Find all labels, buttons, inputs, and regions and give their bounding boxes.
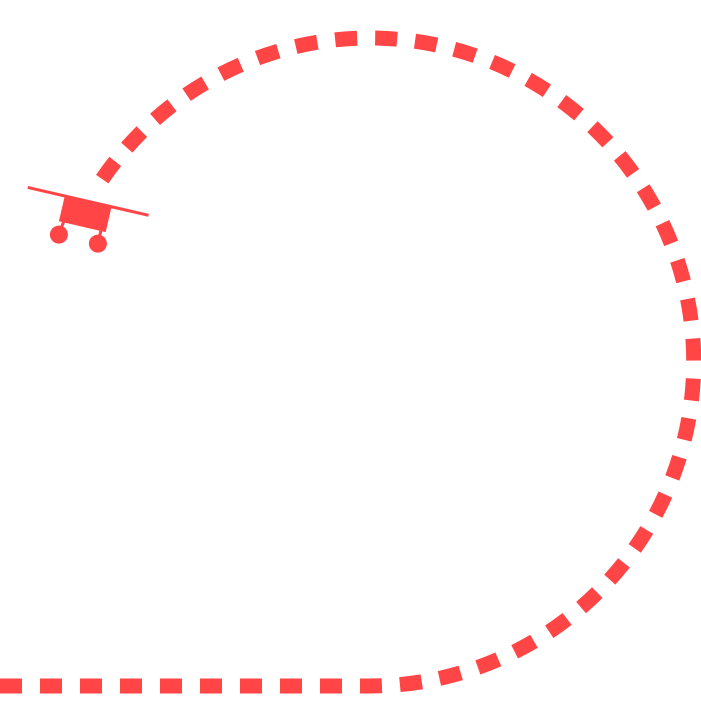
cart-wheel [49, 225, 68, 244]
cart-body [58, 195, 112, 233]
dashed-track [0, 30, 701, 694]
cart [27, 185, 149, 253]
cart-wheel [88, 234, 107, 253]
